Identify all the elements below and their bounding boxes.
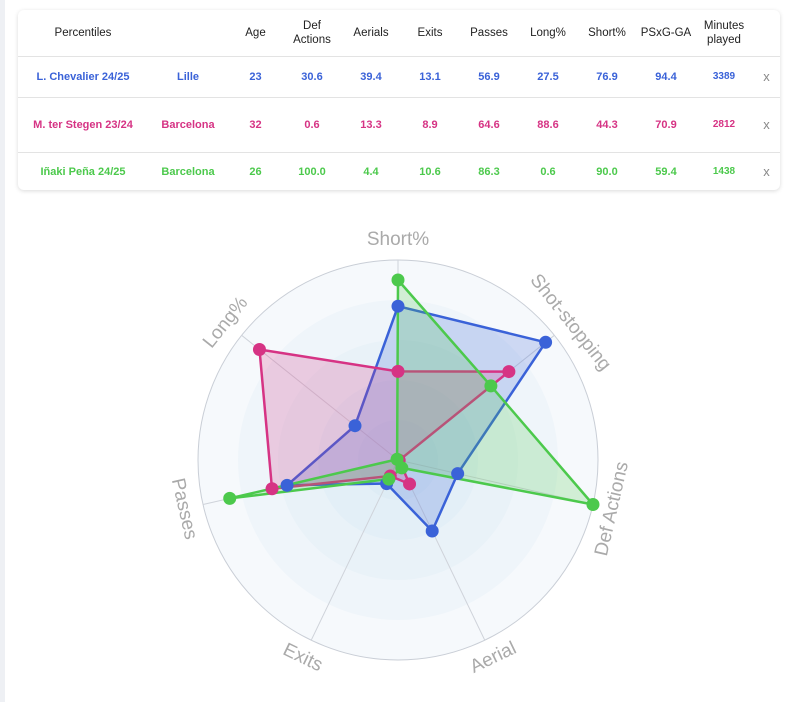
remove-row-button[interactable]: x — [763, 163, 770, 179]
header-exits: Exits — [401, 10, 459, 57]
age-cell: 23 — [228, 56, 283, 98]
psxg-ga-cell: 59.4 — [655, 165, 677, 178]
def-actions-cell: 100.0 — [298, 165, 326, 178]
header-def-actions: Def Actions — [283, 10, 341, 57]
comparison-table-card: Percentiles Age Def Actions Aerials Exit… — [18, 10, 780, 190]
radar-axis-label: Exits — [280, 639, 326, 676]
radar-spoke — [310, 459, 399, 641]
radar-data-point — [265, 482, 279, 496]
minutes-cell: 3389 — [695, 56, 753, 98]
radar-data-point — [252, 343, 266, 357]
long-cell: 88.6 — [519, 97, 577, 153]
table-row: M. ter Stegen 23/24 Barcelona 32 0.6 13.… — [18, 97, 780, 153]
radar-data-point — [425, 524, 439, 538]
left-edge — [0, 0, 5, 702]
header-remove — [753, 10, 780, 57]
header-short: Short% — [577, 10, 637, 57]
table-header-row: Percentiles Age Def Actions Aerials Exit… — [18, 10, 780, 57]
radar-data-point — [382, 472, 396, 486]
radar-axis-label: Short% — [367, 229, 429, 250]
def-actions-cell: 0.6 — [283, 97, 341, 153]
header-passes: Passes — [459, 10, 519, 57]
radar-axis-label: Passes — [167, 476, 201, 541]
aerials-cell: 39.4 — [341, 56, 401, 98]
aerials-cell: 13.3 — [341, 97, 401, 153]
radar-data-point — [348, 419, 362, 433]
passes-cell: 64.6 — [459, 97, 519, 153]
header-psxg-ga: PSxG-GA — [637, 10, 695, 57]
short-cell: 76.9 — [577, 56, 637, 98]
table-row: Iñaki Peña 24/25 Barcelona 26 100.0 4.4 … — [18, 153, 780, 191]
radar-data-point — [391, 364, 405, 378]
passes-cell: 86.3 — [478, 165, 500, 178]
exits-cell: 8.9 — [401, 97, 459, 153]
short-cell: 90.0 — [596, 165, 618, 178]
player-name: Iñaki Peña 24/25 — [40, 165, 126, 178]
age-cell: 32 — [228, 97, 283, 153]
minutes-cell: 2812 — [695, 97, 753, 153]
radar-data-point — [539, 335, 553, 349]
radar-data-point — [502, 365, 516, 379]
radar-data-point — [484, 379, 498, 393]
comparison-table: Percentiles Age Def Actions Aerials Exit… — [18, 10, 780, 190]
short-cell: 44.3 — [577, 97, 637, 153]
long-cell: 27.5 — [519, 56, 577, 98]
exits-cell: 10.6 — [419, 165, 441, 178]
aerials-cell: 4.4 — [363, 165, 379, 178]
club-name: Barcelona — [161, 165, 215, 178]
passes-cell: 56.9 — [459, 56, 519, 98]
radar-data-point — [280, 478, 294, 492]
radar-data-point — [451, 467, 465, 481]
radar-data-point — [390, 452, 404, 466]
radar-data-point — [403, 477, 417, 491]
psxg-ga-cell: 70.9 — [637, 97, 695, 153]
header-club — [148, 10, 228, 57]
header-age: Age — [228, 10, 283, 57]
header-minutes-played: Minutes played — [695, 10, 753, 57]
radar-spoke — [241, 334, 399, 461]
club-name: Lille — [148, 56, 228, 98]
radar-data-point — [586, 498, 600, 512]
remove-row-button[interactable]: x — [753, 97, 780, 153]
radar-series-polygon — [285, 304, 547, 533]
header-long: Long% — [519, 10, 577, 57]
table-row: L. Chevalier 24/25 Lille 23 30.6 39.4 13… — [18, 56, 780, 98]
remove-row-button[interactable]: x — [753, 56, 780, 98]
minutes-cell: 1438 — [712, 165, 736, 177]
psxg-ga-cell: 94.4 — [637, 56, 695, 98]
radar-data-point — [223, 491, 237, 505]
def-actions-cell: 30.6 — [283, 56, 341, 98]
player-name: M. ter Stegen 23/24 — [18, 97, 148, 153]
header-percentiles: Percentiles — [18, 10, 148, 57]
player-name: L. Chevalier 24/25 — [18, 56, 148, 98]
radar-data-point — [391, 299, 405, 313]
header-aerials: Aerials — [341, 10, 401, 57]
long-cell: 0.6 — [540, 165, 556, 178]
club-name: Barcelona — [148, 97, 228, 153]
exits-cell: 13.1 — [401, 56, 459, 98]
radar-spoke — [397, 459, 486, 641]
radar-data-point — [391, 273, 405, 287]
age-cell: 26 — [249, 165, 262, 178]
